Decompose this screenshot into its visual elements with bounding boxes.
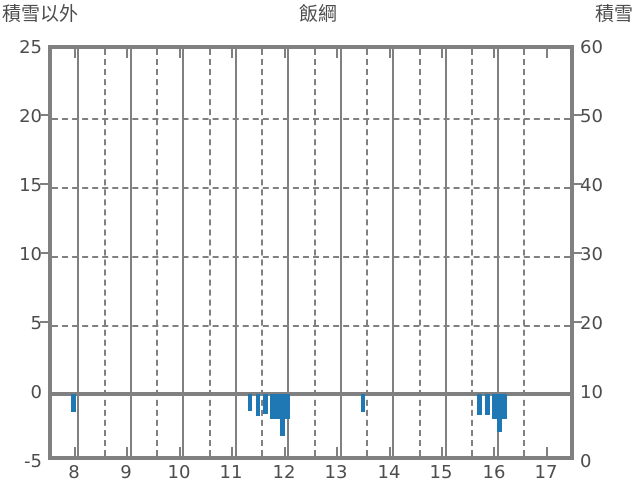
right-tick-20: 20 [580,313,603,334]
right-axis-title: 積雪 [594,3,633,25]
vgrid-month-10-11 [182,49,184,456]
right-tick-40: 40 [580,175,603,196]
vgrid-mid-12 [314,49,316,456]
right-tickmark-40 [574,183,582,185]
x-tick-14: 14 [377,462,401,483]
bottom-tick-mid-14 [389,447,391,456]
bottom-tick-mid-13 [336,447,338,456]
bar-6 [280,394,285,436]
bar-7 [285,394,290,419]
top-tick-mid-9 [126,49,128,58]
plot-inner [52,49,570,456]
left-tick-15: 15 [19,175,42,196]
vgrid-month-9-10 [130,49,132,456]
left-tick-10: 10 [19,244,42,265]
right-tick-50: 50 [580,106,603,127]
bar-13 [502,394,507,419]
vgrid-month-15-16 [445,49,447,456]
hgrid-10 [52,256,570,258]
bar-10 [485,394,490,415]
left-tick-0: 0 [30,382,42,403]
chart-title: 飯綱 [298,3,337,25]
bar-5 [275,394,280,419]
vgrid-month-16-17 [497,49,499,456]
bar-0 [71,394,76,412]
x-tick-11: 11 [219,462,243,483]
left-tickmark-15 [40,183,48,185]
top-tick-mid-8 [74,49,76,58]
x-tick-15: 15 [429,462,453,483]
bottom-tick-mid-9 [126,447,128,456]
left-axis-ticklabels: 25 20 15 10 5 0 -5 [0,39,42,471]
bottom-tick-mid-11 [231,447,233,456]
top-tick-mid-14 [389,49,391,58]
bottom-tick-mid-15 [441,447,443,456]
x-tick-10: 10 [167,462,191,483]
x-tick-9: 9 [120,462,132,483]
hgrid-15 [52,187,570,189]
right-tickmark-20 [574,321,582,323]
vgrid-month-14-15 [392,49,394,456]
right-tick-30: 30 [580,244,603,265]
vgrid-mid-8 [104,49,106,456]
left-tick-25: 25 [19,37,42,58]
vgrid-mid-11 [261,49,263,456]
x-tick-17: 17 [534,462,558,483]
vgrid-month-8-9 [77,49,79,456]
top-tick-mid-17 [546,49,548,58]
vgrid-mid-15 [471,49,473,456]
vgrid-mid-13 [366,49,368,456]
right-tick-0: 0 [580,451,592,472]
bar-2 [256,394,260,416]
top-tick-mid-10 [179,49,181,58]
bottom-tick-mid-10 [179,447,181,456]
vgrid-month-11-12 [235,49,237,456]
top-tick-mid-13 [336,49,338,58]
left-tick-minus5: -5 [24,451,42,472]
x-tick-12: 12 [272,462,296,483]
top-tick-mid-15 [441,49,443,58]
vgrid-month-13-14 [340,49,342,456]
right-axis-ticklabels: 60 50 40 30 20 10 0 [580,39,632,471]
vgrid-mid-16 [523,49,525,456]
right-tick-60: 60 [580,37,603,58]
top-tick-mid-12 [284,49,286,58]
top-tick-mid-11 [231,49,233,58]
right-tickmark-50 [574,114,582,116]
bar-1 [248,394,252,411]
hgrid-5 [52,325,570,327]
bottom-tick-mid-16 [493,447,495,456]
vgrid-mid-14 [419,49,421,456]
x-axis-ticklabels: 8 9 10 11 12 13 14 15 16 17 [48,464,574,494]
vgrid-mid-9 [156,49,158,456]
plot-area [48,45,574,460]
left-tickmark-20 [40,114,48,116]
vgrid-month-12-13 [287,49,289,456]
left-axis-title: 積雪以外 [2,3,79,25]
x-tick-8: 8 [68,462,80,483]
bar-8 [361,394,365,412]
vgrid-mid-10 [209,49,211,456]
right-tick-10: 10 [580,382,603,403]
left-tick-5: 5 [30,313,42,334]
zero-line [52,392,570,396]
x-tick-16: 16 [482,462,506,483]
bar-3 [263,394,268,414]
left-tick-20: 20 [19,106,42,127]
bar-12 [497,394,502,432]
bottom-tick-mid-12 [284,447,286,456]
hgrid-20 [52,118,570,120]
bar-9 [477,394,482,415]
bottom-tick-mid-8 [74,447,76,456]
left-tickmark-5 [40,321,48,323]
right-tickmark-30 [574,252,582,254]
top-tick-mid-16 [493,49,495,58]
bar-4 [270,394,275,419]
bar-11 [492,394,497,419]
x-tick-13: 13 [324,462,348,483]
left-tickmark-10 [40,252,48,254]
bottom-tick-mid-17 [546,447,548,456]
